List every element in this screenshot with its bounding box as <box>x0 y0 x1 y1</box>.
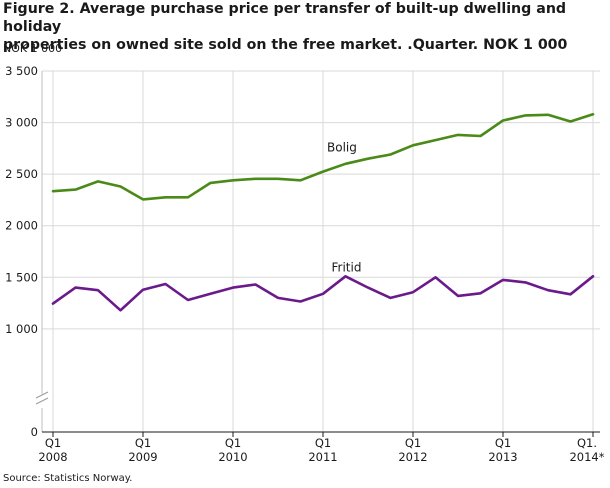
y-tick-label-3500: 3 500 <box>5 64 38 78</box>
x-tick-label-quarter-3: Q1 <box>315 436 331 450</box>
x-tick-label-year-2: 2010 <box>218 450 247 464</box>
x-tick-label-quarter-5: Q1 <box>495 436 511 450</box>
series-label-fritid: Fritid <box>332 260 362 274</box>
x-tick-label-year-1: 2009 <box>128 450 157 464</box>
y-tick-label-0: 0 <box>31 425 38 439</box>
x-tick-label-quarter-2: Q1 <box>225 436 241 450</box>
series-line-fritid <box>51 274 595 312</box>
series-line-bolig <box>51 113 595 201</box>
series-label-bolig: Bolig <box>327 141 357 155</box>
y-tick-label-3000: 3 000 <box>5 116 38 130</box>
chart-title: Figure 2. Average purchase price per tra… <box>3 0 607 54</box>
x-tick-label-year-5: 2013 <box>488 450 517 464</box>
x-tick-label-year-3: 2011 <box>308 450 337 464</box>
x-tick-label-quarter-0: Q1 <box>45 436 61 450</box>
y-tick-label-1500: 1 500 <box>5 270 38 284</box>
chart-title-line-2: properties on owned site sold on the fre… <box>3 37 568 53</box>
axes <box>35 71 600 437</box>
source-note: Source: Statistics Norway. <box>3 473 133 484</box>
x-tick-label-quarter-4: Q1 <box>405 436 421 450</box>
y-tick-label-1000: 1 000 <box>5 322 38 336</box>
gridlines <box>42 70 600 432</box>
x-tick-label-year-4: 2012 <box>398 450 427 464</box>
y-tick-label-2000: 2 000 <box>5 219 38 233</box>
axis-break-mark-1 <box>35 391 49 399</box>
x-tick-label-year-0: 2008 <box>38 450 67 464</box>
chart-title-line-1: Figure 2. Average purchase price per tra… <box>3 1 567 35</box>
series-lines <box>51 113 595 312</box>
y-axis-unit-label: NOK 1 000 <box>3 42 63 55</box>
x-tick-label-quarter-1: Q1 <box>135 436 151 450</box>
x-tick-label-year-6: 2014* <box>569 450 604 464</box>
y-tick-label-2500: 2 500 <box>5 167 38 181</box>
x-tick-label-quarter-6: Q1. <box>577 436 597 450</box>
axis-break-mark-2 <box>35 397 49 405</box>
